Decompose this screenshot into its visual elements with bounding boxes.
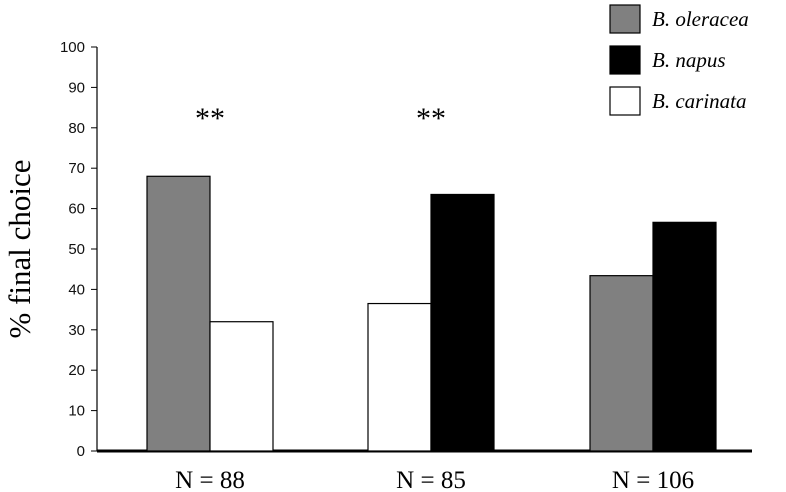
significance-marker: ** <box>195 102 225 135</box>
bar-b-napus-3 <box>652 221 717 452</box>
bars: N = 88 N = 85 N = 106 <box>146 175 717 492</box>
legend-label: B. carinata <box>652 89 747 113</box>
category-label: N = 106 <box>612 467 694 492</box>
bar-b-oleracea-3 <box>589 275 654 452</box>
y-tick-label: 50 <box>68 241 85 258</box>
legend-label: B. napus <box>652 48 726 72</box>
y-tick-label: 100 <box>60 39 85 56</box>
y-tick-label: 10 <box>68 403 85 420</box>
bar-b-carinata-2 <box>367 302 432 452</box>
legend-swatch <box>609 45 641 75</box>
bar-b-carinata-1 <box>209 321 274 452</box>
legend-label: B. oleracea <box>652 7 749 31</box>
y-tick-label: 30 <box>68 322 85 339</box>
y-tick-label: 20 <box>68 362 85 379</box>
legend-swatch <box>609 4 641 34</box>
y-tick-label: 0 <box>77 443 85 460</box>
y-tick-label: 40 <box>68 281 85 298</box>
y-tick-label: 60 <box>68 201 85 218</box>
category-label: N = 88 <box>175 467 245 492</box>
y-tick-label: 80 <box>68 120 85 137</box>
legend-swatch <box>609 86 641 116</box>
annotations: ** ** <box>195 102 446 135</box>
category-label: N = 85 <box>396 467 466 492</box>
y-tick-label: 70 <box>68 160 85 177</box>
significance-marker: ** <box>416 102 446 135</box>
bar-b-napus-2 <box>430 193 495 452</box>
bar-b-oleracea-1 <box>146 175 211 452</box>
y-tick-label: 90 <box>68 79 85 96</box>
legend: B. oleracea B. napus B. carinata <box>609 4 749 116</box>
y-axis-label: % final choice <box>2 159 37 338</box>
